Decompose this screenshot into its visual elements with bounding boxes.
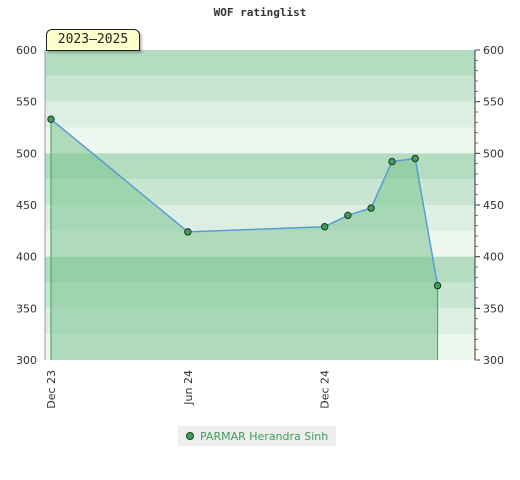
x-tick-label: Jun 24 [182,370,195,406]
series-line [50,118,439,286]
x-tick-label: Dec 23 [45,370,58,409]
legend-label: PARMAR Herandra Sinh [200,429,329,443]
period-badge: 2023–2025 [46,29,140,51]
y-tick-label-right: 600 [483,44,504,57]
y-tick-label-right: 350 [483,302,504,315]
y-tick-label-left: 550 [16,96,37,109]
y-tick-label-left: 400 [16,251,37,264]
data-point [344,211,352,220]
data-point [367,204,375,212]
y-tick-label-left: 500 [16,147,37,160]
series-area [50,119,438,360]
legend-marker-icon [186,432,194,440]
y-tick-label-left: 450 [16,199,37,212]
grid-band [45,50,475,76]
grid-band [45,75,475,102]
data-point [433,281,442,290]
y-tick-label-right: 550 [483,96,504,109]
y-tick-label-left: 300 [16,354,37,367]
y-tick-label-left: 350 [16,302,37,315]
data-point [388,157,396,166]
data-point [411,154,419,163]
y-tick-label-right: 500 [483,147,504,160]
data-point [184,228,192,236]
y-tick-label-right: 400 [483,251,504,264]
legend[interactable]: PARMAR Herandra Sinh [178,426,337,446]
x-tick-label: Dec 24 [319,370,332,409]
data-point [47,115,55,123]
chart-title: WOF ratinglist [213,6,307,19]
grid-band [45,101,475,128]
grid-band [45,127,475,154]
data-point [320,223,329,231]
y-tick-label-left: 600 [16,44,37,57]
y-tick-label-right: 450 [483,199,504,212]
y-tick-label-right: 300 [483,354,504,367]
